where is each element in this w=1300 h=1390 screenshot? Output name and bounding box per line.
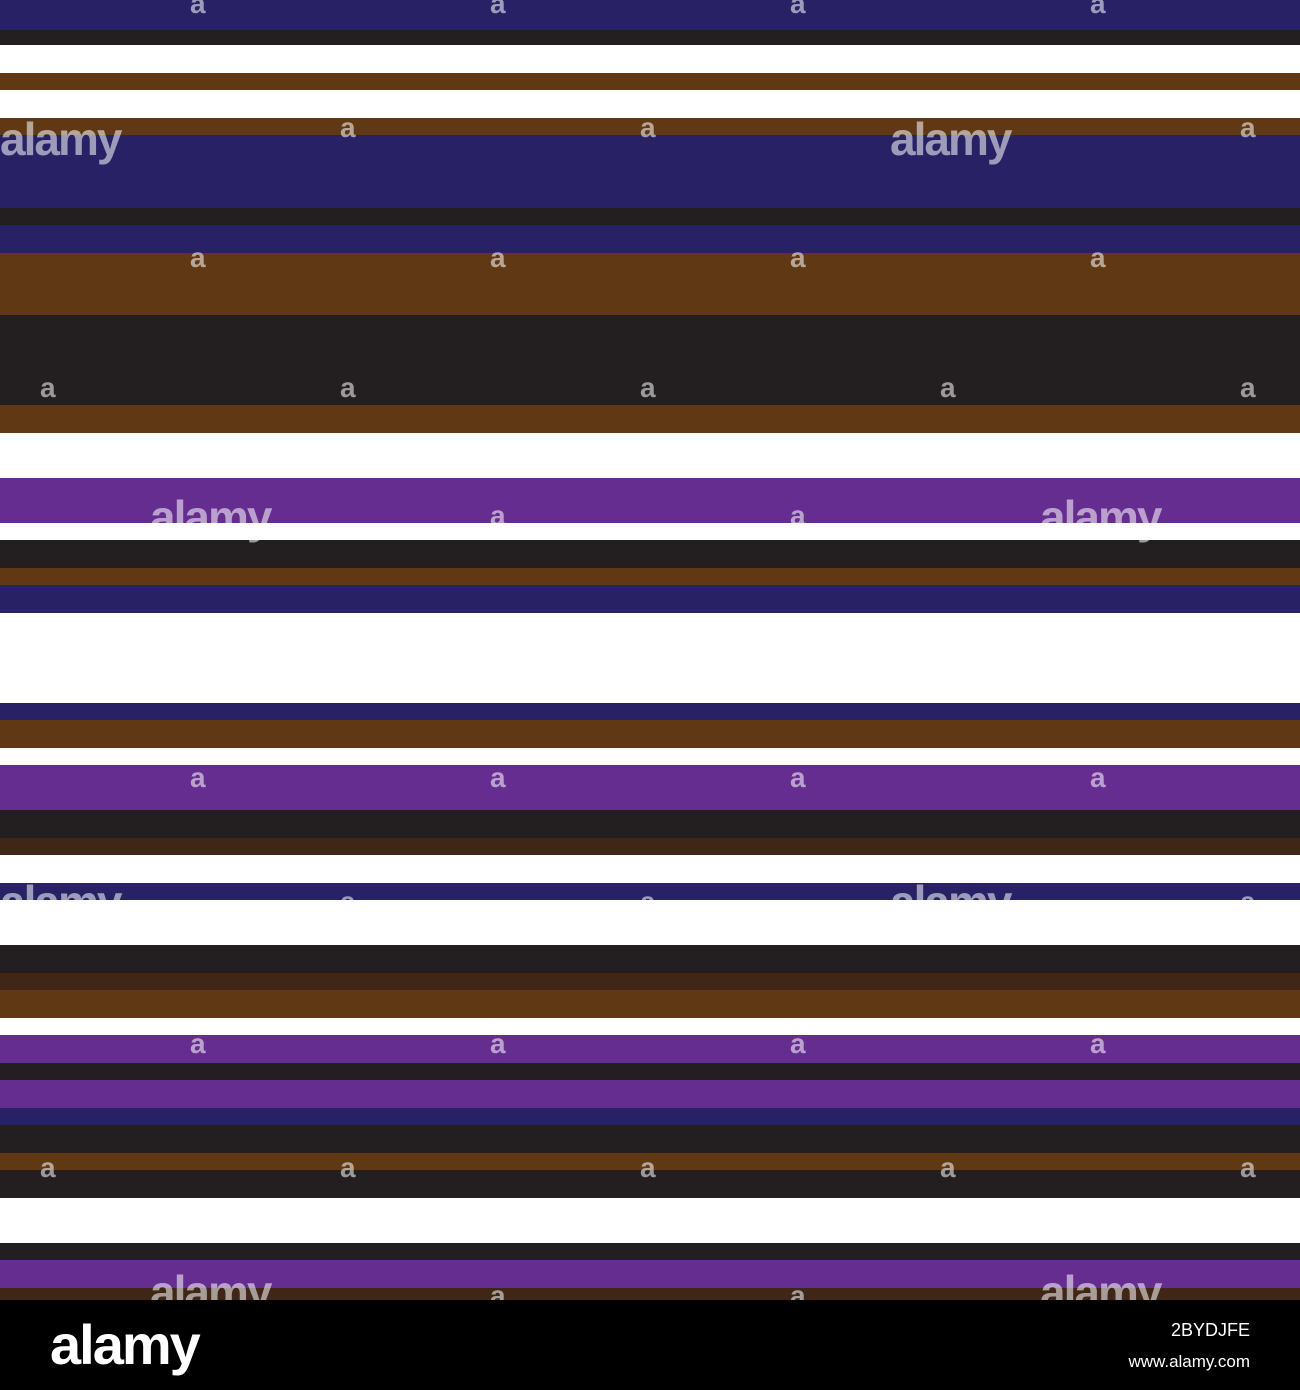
stripe-navy: [0, 1108, 1300, 1125]
stripe-white: [0, 748, 1300, 765]
stripe-brown: [0, 1153, 1300, 1170]
alamy-logo: alamy: [50, 1313, 201, 1376]
stripe-navy: [0, 585, 1300, 613]
stripe-navy: [0, 135, 1300, 208]
stripe-navy: [0, 883, 1300, 900]
stripe-white: [0, 90, 1300, 118]
stripe-white: [0, 523, 1300, 540]
stripe-white: [0, 1018, 1300, 1035]
image-id: 2BYDJFE: [1170, 1320, 1250, 1340]
stripe-black: [0, 540, 1300, 568]
stripe-black: [0, 1063, 1300, 1080]
stripe-purple: [0, 1080, 1300, 1108]
stripe-brown: [0, 720, 1300, 748]
stripe-black: [0, 208, 1300, 225]
stripe-black: [0, 1243, 1300, 1260]
stripe-white: [0, 433, 1300, 478]
stripe-purple: [0, 765, 1300, 810]
site-url: www.alamy.com: [1128, 1352, 1250, 1371]
stripe-purple: [0, 1260, 1300, 1288]
stripe-navy: [0, 0, 1300, 30]
stripe-white: [0, 613, 1300, 703]
stripe-brown: [0, 253, 1300, 315]
stripe-dark-brown: [0, 838, 1300, 855]
watermark-footer: alamy 2BYDJFE www.alamy.com: [0, 1300, 1300, 1390]
stripe-brown: [0, 990, 1300, 1018]
striped-pattern: alamy alamy alamy alamy alamy alamy alamy alamy…: [0, 0, 1300, 1300]
stripe-navy: [0, 703, 1300, 720]
stripe-purple: [0, 1035, 1300, 1063]
stripe-black: [0, 945, 1300, 973]
stripe-white: [0, 1198, 1300, 1243]
stripe-dark-brown: [0, 973, 1300, 990]
stripe-black: [0, 1125, 1300, 1153]
stripe-white: [0, 855, 1300, 883]
stripe-black: [0, 810, 1300, 838]
stripe-brown: [0, 405, 1300, 433]
stripe-navy: [0, 225, 1300, 253]
stripe-black: [0, 30, 1300, 45]
stripe-brown: [0, 118, 1300, 135]
stripe-purple: [0, 478, 1300, 523]
stripe-black: [0, 315, 1300, 405]
stripe-black: [0, 1170, 1300, 1198]
stripe-brown: [0, 568, 1300, 585]
stripe-white: [0, 45, 1300, 73]
stripe-brown: [0, 73, 1300, 90]
stripe-dark-brown: [0, 1288, 1300, 1300]
stripe-white: [0, 900, 1300, 945]
